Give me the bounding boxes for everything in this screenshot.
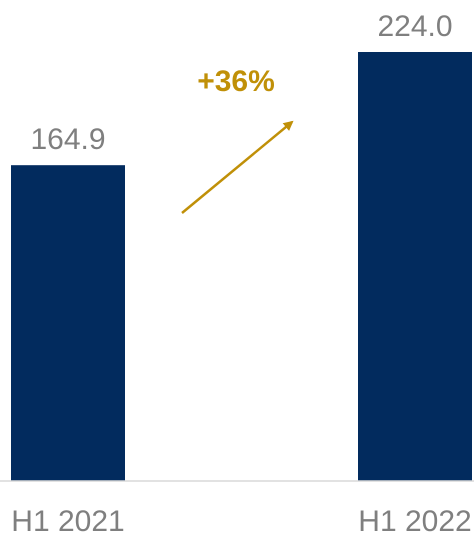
value-label: 224.0 — [377, 10, 452, 43]
category-labels-group: H1 2021 H1 2022 — [11, 505, 471, 533]
bar-h1-2022 — [358, 52, 472, 481]
value-labels-group: 164.9 224.0 — [30, 10, 452, 156]
growth-annotation: +36% — [181, 65, 294, 214]
category-label: H1 2022 — [358, 505, 471, 533]
category-label: H1 2021 — [11, 505, 124, 533]
bars-group — [11, 52, 472, 481]
value-label: 164.9 — [30, 123, 105, 156]
growth-percent-label: +36% — [197, 65, 275, 98]
growth-arrow — [181, 120, 294, 214]
bar-h1-2021 — [11, 165, 125, 481]
